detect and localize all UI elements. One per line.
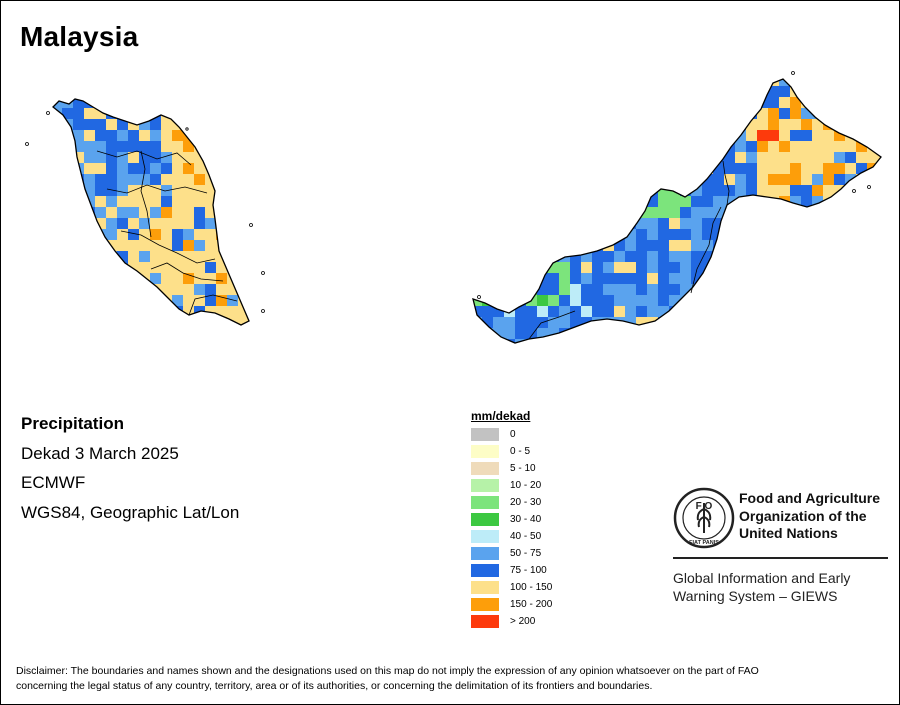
legend-swatch bbox=[471, 547, 499, 560]
legend-swatch bbox=[471, 564, 499, 577]
coastline-borneo bbox=[472, 78, 882, 344]
precipitation-grid-peninsular bbox=[53, 99, 249, 325]
data-source-label: ECMWF bbox=[21, 473, 86, 492]
disclaimer: Disclaimer: The boundaries and names sho… bbox=[16, 665, 759, 692]
legend-label: 100 - 150 bbox=[510, 582, 553, 593]
legend-item: 0 bbox=[471, 426, 552, 443]
legend-item: 30 - 40 bbox=[471, 511, 552, 528]
coastline-peninsular bbox=[52, 98, 250, 326]
legend-swatch bbox=[471, 462, 499, 475]
legend-swatch bbox=[471, 581, 499, 594]
period-label: Dekad 3 March 2025 bbox=[21, 443, 179, 463]
legend-item: 75 - 100 bbox=[471, 562, 552, 579]
legend-label: 40 - 50 bbox=[510, 531, 542, 542]
legend-swatch bbox=[471, 445, 499, 458]
svg-text:FIAT PANIS: FIAT PANIS bbox=[689, 540, 719, 546]
legend-item: > 200 bbox=[471, 613, 552, 630]
legend-swatch bbox=[471, 598, 499, 611]
legend-label: 5 - 10 bbox=[510, 463, 536, 474]
legend-swatch bbox=[471, 615, 499, 628]
offshore-islands bbox=[25, 71, 871, 313]
logo-divider bbox=[673, 557, 888, 559]
precipitation-grid-borneo bbox=[473, 79, 881, 343]
legend-label: 0 bbox=[510, 429, 516, 440]
legend-label: > 200 bbox=[510, 616, 536, 627]
legend-item: 0 - 5 bbox=[471, 443, 552, 460]
map-title: Malaysia bbox=[20, 21, 139, 52]
legend-label: 10 - 20 bbox=[510, 480, 542, 491]
legend-swatch bbox=[471, 428, 499, 441]
legend-swatch bbox=[471, 513, 499, 526]
variable-label: Precipitation bbox=[21, 414, 124, 433]
legend-item: 5 - 10 bbox=[471, 460, 552, 477]
giews-name: Global Information and Early Warning Sys… bbox=[673, 570, 851, 604]
state-boundaries bbox=[96, 150, 730, 340]
legend-item: 20 - 30 bbox=[471, 494, 552, 511]
legend-swatch bbox=[471, 479, 499, 492]
legend-item: 50 - 75 bbox=[471, 545, 552, 562]
fao-organization-name: Food and Agriculture Organization of the… bbox=[739, 490, 881, 541]
legend-item: 150 - 200 bbox=[471, 596, 552, 613]
legend-items: 0 0 - 5 5 - 10 10 - 20 20 - 30 30 - 40 40 - 50… bbox=[471, 426, 552, 630]
legend-label: 75 - 100 bbox=[510, 565, 547, 576]
legend-label: 30 - 40 bbox=[510, 514, 542, 525]
precipitation-legend: mm/dekad 0 0 - 5 5 - 10 10 - 20 20 - 30 30 - … bbox=[471, 407, 552, 630]
legend-label: 20 - 30 bbox=[510, 497, 542, 508]
legend-swatch bbox=[471, 496, 499, 509]
legend-label: 150 - 200 bbox=[510, 599, 553, 610]
legend-title: mm/dekad bbox=[471, 409, 531, 423]
legend-label: 50 - 75 bbox=[510, 548, 542, 559]
fao-emblem-icon: F O FIAT PANIS bbox=[673, 487, 735, 549]
map-info-block: Precipitation Dekad 3 March 2025 ECMWF W… bbox=[21, 411, 239, 529]
map-canvas bbox=[25, 71, 882, 344]
projection-label: WGS84, Geographic Lat/Lon bbox=[21, 502, 240, 522]
legend-item: 100 - 150 bbox=[471, 579, 552, 596]
legend-item: 40 - 50 bbox=[471, 528, 552, 545]
legend-swatch bbox=[471, 530, 499, 543]
legend-label: 0 - 5 bbox=[510, 446, 531, 457]
legend-item: 10 - 20 bbox=[471, 477, 552, 494]
